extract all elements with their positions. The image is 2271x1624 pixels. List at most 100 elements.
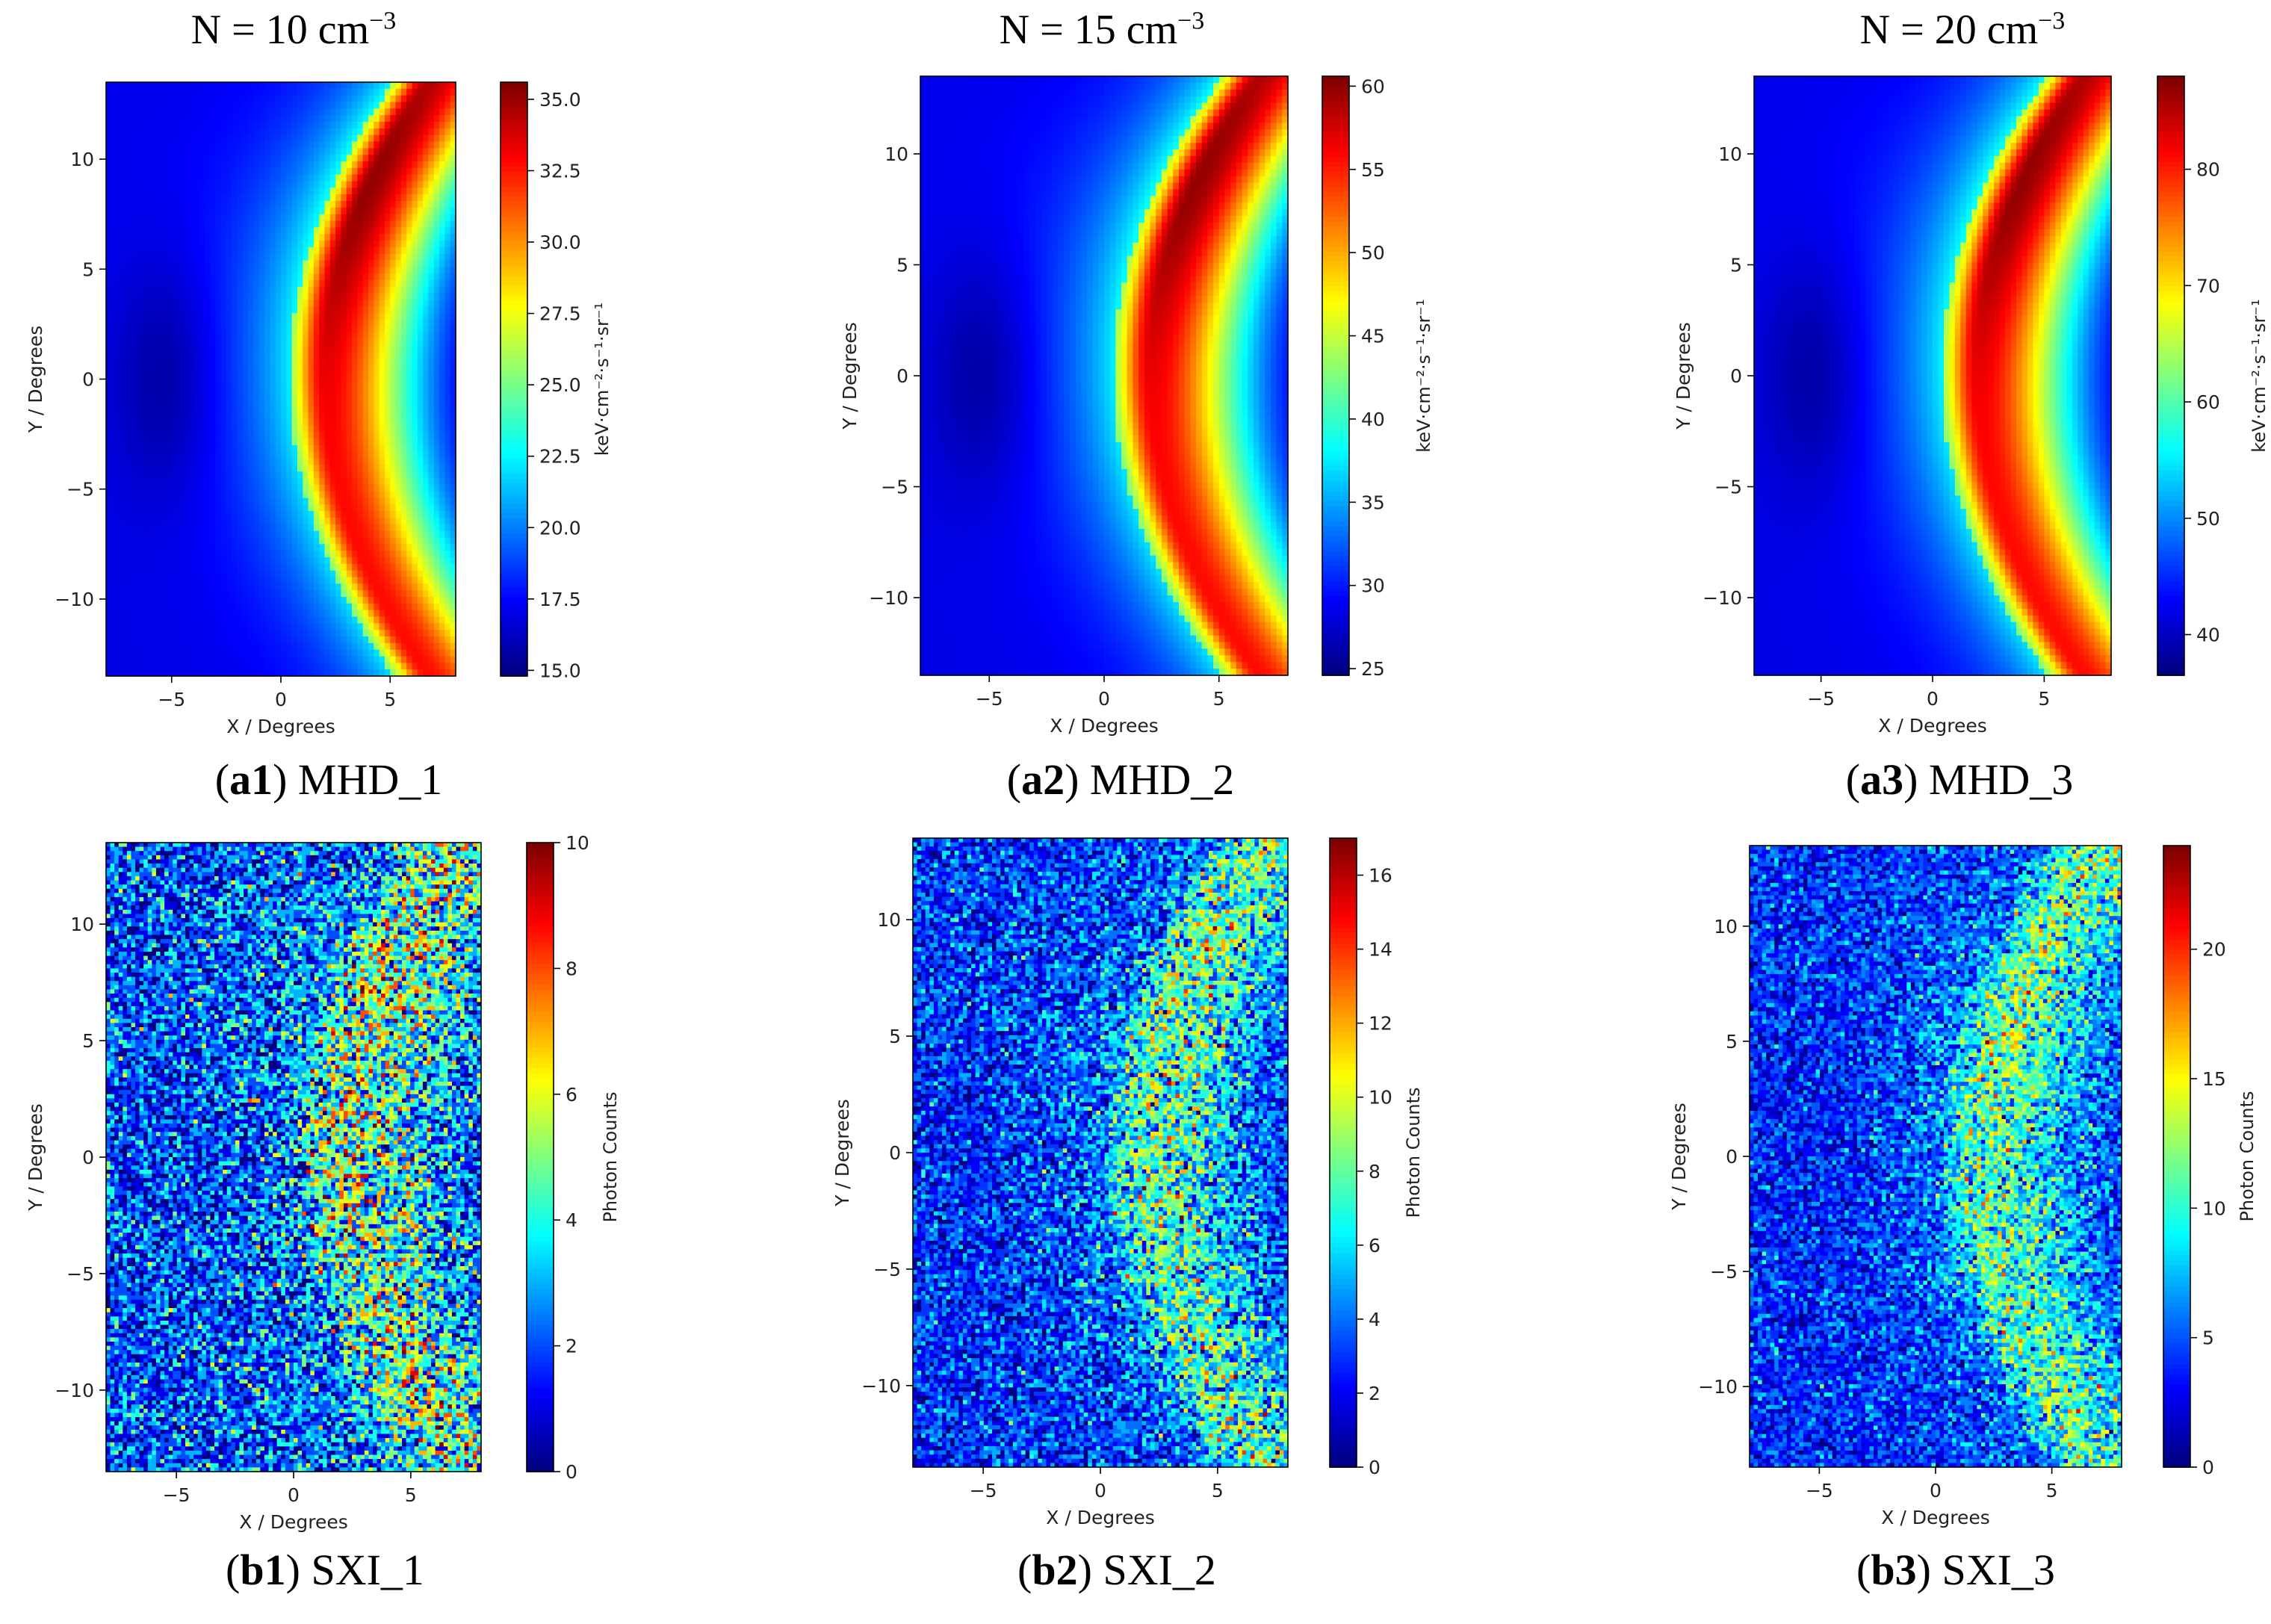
heatmap-cell	[341, 122, 347, 129]
heatmap-cell	[357, 504, 364, 512]
heatmap-cell	[313, 102, 320, 109]
heatmap-cell	[149, 260, 156, 267]
heatmap-cell	[313, 372, 320, 380]
heatmap-cell	[232, 346, 238, 353]
heatmap-cell	[232, 201, 238, 208]
heatmap-cell	[133, 458, 140, 465]
heatmap-cell	[291, 313, 298, 320]
heatmap-cell	[166, 451, 173, 459]
heatmap-cell	[149, 234, 156, 241]
heatmap-cell	[417, 511, 424, 518]
heatmap-cell	[390, 194, 397, 202]
heatmap-cell	[270, 498, 276, 505]
heatmap-cell	[258, 201, 265, 208]
heatmap-cell	[149, 432, 156, 439]
heatmap-cell	[335, 108, 342, 116]
heatmap-cell	[138, 286, 145, 294]
heatmap-cell	[400, 530, 407, 539]
heatmap-cell	[384, 379, 391, 386]
heatmap-cell	[362, 491, 369, 499]
heatmap-cell	[324, 451, 331, 459]
heatmap-cell	[428, 247, 435, 255]
heatmap-cell	[275, 577, 282, 584]
heatmap-cell	[291, 484, 298, 492]
heatmap-cell	[379, 458, 385, 465]
heatmap-cell	[384, 385, 391, 393]
heatmap-cell	[444, 451, 451, 459]
heatmap-cell	[417, 88, 424, 96]
heatmap-cell	[281, 544, 287, 551]
heatmap-cell	[368, 491, 374, 499]
heatmap-cell	[226, 353, 232, 360]
heatmap-cell	[155, 392, 161, 400]
heatmap-cell	[417, 320, 424, 327]
heatmap-cell	[177, 95, 183, 103]
heatmap-cell	[220, 451, 227, 459]
heatmap-cell	[286, 234, 293, 241]
heatmap-cell	[149, 530, 156, 539]
heatmap-cell	[357, 471, 364, 479]
heatmap-cell	[215, 332, 222, 341]
heatmap-cell	[177, 128, 183, 136]
heatmap-cell	[182, 385, 189, 393]
heatmap-cell	[374, 273, 380, 281]
heatmap-cell	[133, 353, 140, 360]
heatmap-cell	[177, 82, 183, 90]
heatmap-cell	[379, 122, 385, 129]
heatmap-cell	[286, 207, 293, 215]
heatmap-cell	[450, 478, 456, 486]
heatmap-cell	[220, 518, 227, 525]
heatmap-cell	[133, 339, 140, 347]
heatmap-cell	[253, 326, 260, 334]
heatmap-cell	[412, 418, 418, 426]
heatmap-cell	[428, 241, 435, 248]
heatmap-cell	[149, 241, 156, 248]
heatmap-cell	[417, 241, 424, 248]
heatmap-cell	[232, 418, 238, 426]
heatmap-cell	[204, 332, 211, 341]
heatmap-cell	[237, 465, 244, 472]
heatmap-cell	[161, 570, 167, 578]
heatmap-cell	[171, 471, 178, 479]
heatmap-cell	[111, 260, 118, 267]
heatmap-cell	[286, 444, 293, 453]
heatmap-cell	[128, 220, 134, 228]
heatmap-cell	[270, 187, 276, 195]
heatmap-cell	[193, 418, 199, 426]
heatmap-cell	[357, 478, 364, 486]
heatmap-cell	[133, 372, 140, 380]
heatmap-cell	[215, 438, 222, 446]
heatmap-cell	[215, 498, 222, 505]
heatmap-cell	[357, 320, 364, 327]
heatmap-cell	[275, 273, 282, 281]
heatmap-cell	[406, 511, 413, 518]
heatmap-cell	[149, 326, 156, 334]
heatmap-cell	[117, 155, 123, 162]
heatmap-cell	[128, 194, 134, 202]
heatmap-cell	[357, 88, 364, 96]
heatmap-cell	[177, 563, 183, 571]
heatmap-cell	[390, 583, 397, 591]
heatmap-cell	[275, 134, 282, 143]
heatmap-cell	[177, 405, 183, 413]
heatmap-cell	[199, 425, 205, 433]
heatmap-cell	[352, 385, 358, 393]
heatmap-cell	[329, 167, 336, 176]
heatmap-cell	[423, 399, 430, 406]
heatmap-cell	[182, 286, 189, 294]
heatmap-cell	[106, 379, 112, 386]
heatmap-cell	[177, 201, 183, 208]
heatmap-cell	[155, 194, 161, 202]
heatmap-cell	[209, 207, 216, 215]
heatmap-cell	[329, 141, 336, 149]
heatmap-cell	[188, 300, 194, 307]
heatmap-cell	[258, 174, 265, 182]
heatmap-cell	[423, 241, 430, 248]
heatmap-cell	[264, 220, 270, 228]
heatmap-cell	[357, 484, 364, 492]
heatmap-cell	[161, 253, 167, 261]
heatmap-cell	[281, 353, 287, 360]
heatmap-cell	[237, 365, 244, 374]
heatmap-cell	[138, 518, 145, 525]
heatmap-cell	[346, 339, 353, 347]
